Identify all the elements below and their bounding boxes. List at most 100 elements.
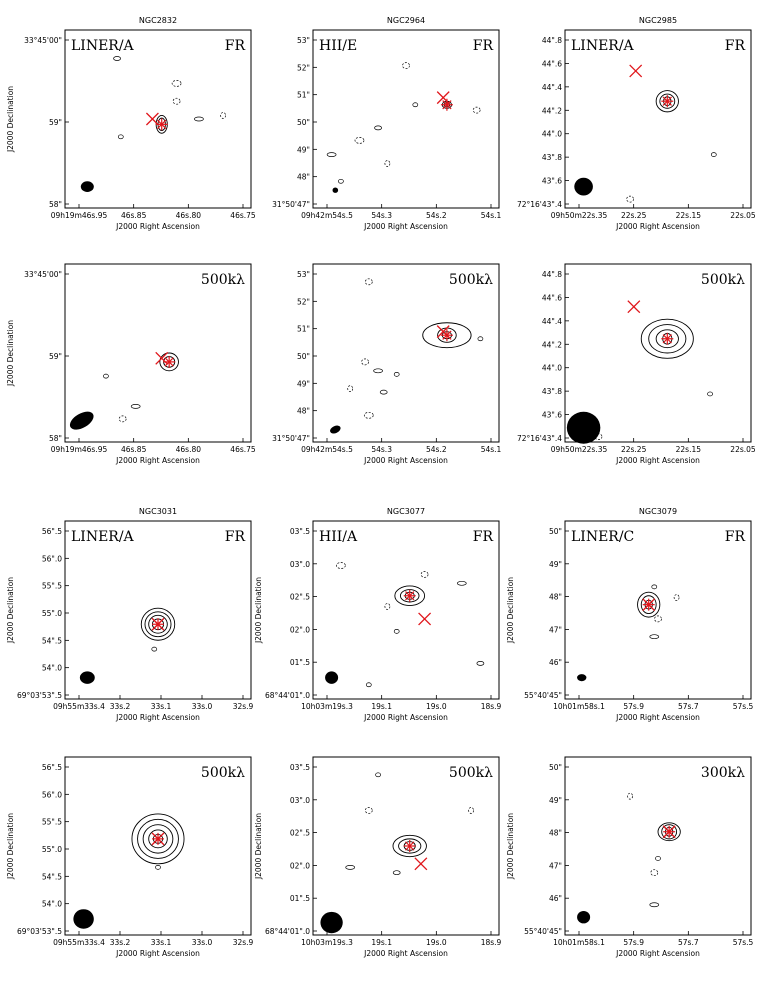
- noise-contour: [649, 634, 660, 640]
- noise-contour: [338, 178, 344, 184]
- y-tick-label: 48": [297, 173, 310, 182]
- marker-stroke: [157, 119, 167, 130]
- x-tick-label: 54s.1: [481, 445, 502, 454]
- map-panel: NGC2832 LINER/A FR 33°45'00" 59" 58" 09h19m46s…: [6, 16, 256, 231]
- noise-contour: [336, 562, 346, 569]
- marker-stroke: [405, 591, 415, 601]
- y-axis-title: J2000 Declination: [254, 813, 263, 880]
- contour-line: [640, 595, 657, 615]
- x-tick-label: 19s.0: [426, 702, 447, 711]
- beam-ellipse: [574, 177, 593, 196]
- resolution-label: 500kλ: [201, 765, 245, 781]
- y-tick-label: 33°45'00": [24, 36, 62, 45]
- contour-line: [637, 591, 661, 618]
- map-panel: NGC3031 LINER/A FR 56".5 56".0 55".5 55".0 54".…: [6, 507, 254, 722]
- y-tick-label: 55".5: [42, 818, 62, 827]
- optical-position-marker: [436, 91, 450, 105]
- y-tick-label: 02".0: [290, 861, 310, 870]
- noise-contour: [393, 372, 400, 377]
- galaxy-name: NGC3077: [387, 507, 425, 516]
- noise-contour: [673, 594, 680, 601]
- map-panel: 500kλ 03".5 03".0 02".5 02".0 01".5 68°44'01".…: [254, 756, 502, 958]
- y-tick-label: 59": [49, 352, 62, 361]
- x-tick-label: 57s.5: [733, 702, 754, 711]
- radio-peak-marker: [403, 589, 416, 602]
- y-tick-label: 50": [297, 118, 310, 127]
- x-tick-label: 22s.25: [621, 211, 647, 220]
- x-tick-label: 09h50m22s.35: [551, 211, 608, 220]
- contour-line: [399, 589, 420, 603]
- y-tick-label: 03".5: [290, 763, 310, 772]
- y-tick-label: 52": [297, 297, 310, 306]
- beam-ellipse: [577, 674, 587, 682]
- resolution-label: 500kλ: [449, 272, 493, 288]
- x-axis-title: J2000 Right Ascension: [115, 222, 200, 231]
- optical-position-marker: [414, 857, 428, 871]
- y-tick-label: 47": [549, 861, 562, 870]
- noise-contour: [326, 152, 337, 157]
- resolution-label: FR: [225, 529, 246, 545]
- y-tick-label: 54".0: [42, 664, 62, 673]
- y-tick-label: 56".0: [42, 554, 62, 563]
- x-axis-title: J2000 Right Ascension: [115, 713, 200, 722]
- x-tick-label: 46s.85: [121, 445, 147, 454]
- noise-contour: [402, 62, 410, 69]
- x-tick-label: 09h50m22s.35: [551, 445, 608, 454]
- beam-ellipse: [79, 671, 95, 684]
- x-tick-label: 54s.2: [426, 211, 447, 220]
- noise-contour: [384, 603, 391, 610]
- marker-stroke: [155, 351, 169, 365]
- x-tick-label: 09h19m46s.95: [51, 445, 108, 454]
- x-tick-label: 19s.1: [371, 938, 392, 947]
- contour-line: [655, 90, 679, 113]
- resolution-label: FR: [725, 529, 746, 545]
- y-tick-label: 69°03'53".5: [17, 691, 62, 700]
- y-tick-label: 55".5: [42, 582, 62, 591]
- marker-stroke: [436, 325, 450, 339]
- y-tick-label: 54".5: [42, 636, 62, 645]
- y-tick-label: 02".5: [290, 829, 310, 838]
- contour-line: [648, 324, 687, 354]
- noise-contour: [655, 856, 661, 861]
- agn-class-label: HII/E: [319, 38, 357, 54]
- y-tick-label: 55".0: [42, 845, 62, 854]
- noise-contour: [365, 682, 372, 688]
- y-tick-label: 03".0: [290, 560, 310, 569]
- resolution-label: FR: [225, 38, 246, 54]
- contour-line: [659, 93, 676, 109]
- x-tick-label: 32s.9: [233, 702, 254, 711]
- agn-class-label: LINER/A: [71, 38, 135, 54]
- y-tick-label: 44".4: [542, 317, 562, 326]
- y-tick-label: 51": [297, 91, 310, 100]
- map-frame: [564, 29, 752, 209]
- x-tick-label: 46s.80: [176, 211, 202, 220]
- y-axis-title: J2000 Declination: [6, 320, 15, 387]
- y-tick-label: 50": [549, 763, 562, 772]
- y-tick-label: 47": [549, 625, 562, 634]
- marker-stroke: [418, 612, 432, 626]
- x-tick-label: 46s.75: [230, 211, 256, 220]
- contour-line: [148, 829, 168, 849]
- marker-stroke: [151, 617, 165, 631]
- y-axis-title: J2000 Declination: [506, 577, 515, 644]
- y-tick-label: 72°16'43".4: [517, 200, 562, 209]
- noise-contour: [172, 97, 181, 105]
- map-frame: [64, 520, 252, 700]
- x-tick-label: 54s.3: [371, 211, 392, 220]
- x-tick-label: 18s.9: [481, 938, 502, 947]
- x-axis-title: J2000 Right Ascension: [115, 949, 200, 958]
- agn-class-label: LINER/C: [571, 529, 634, 545]
- map-panel: NGC2964 HII/E FR 53" 52" 51" 50" 49" 48" 31°50'47…: [272, 16, 501, 231]
- x-axis-title: J2000 Right Ascension: [363, 222, 448, 231]
- noise-contour: [113, 56, 121, 61]
- y-tick-label: 49": [297, 145, 310, 154]
- noise-contour: [379, 389, 388, 395]
- y-tick-label: 68°44'01".0: [265, 927, 310, 936]
- contour-line: [131, 813, 185, 865]
- resolution-label: 500kλ: [449, 765, 493, 781]
- x-tick-label: 54s.2: [426, 445, 447, 454]
- optical-position-marker: [155, 351, 169, 365]
- y-tick-label: 54".5: [42, 872, 62, 881]
- x-tick-label: 09h55m33s.4: [53, 938, 105, 947]
- y-tick-label: 02".0: [290, 625, 310, 634]
